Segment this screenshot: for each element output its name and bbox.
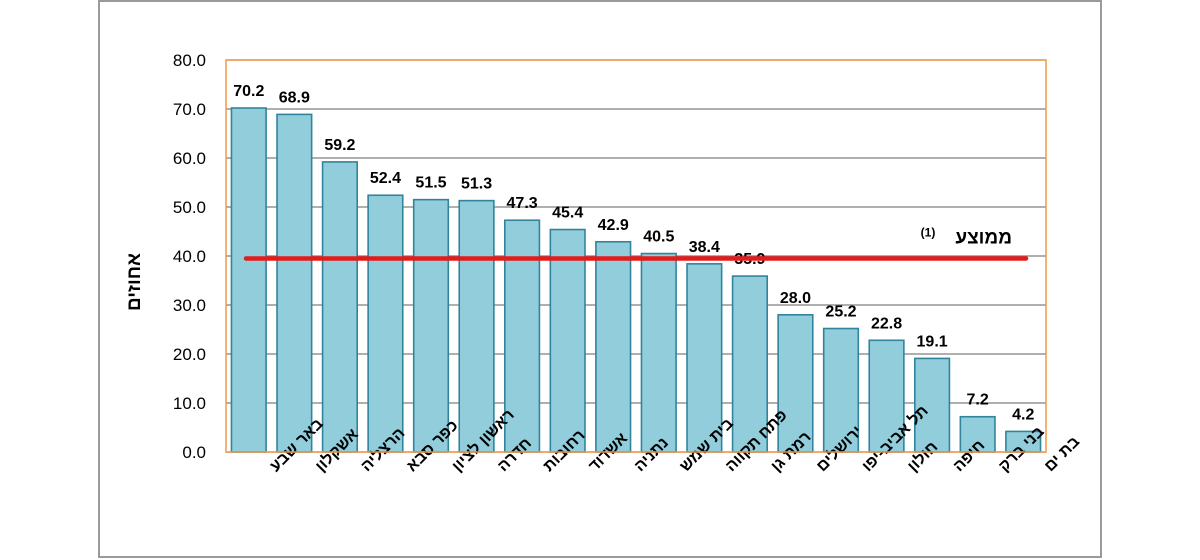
y-tick-label: 80.0 <box>173 51 206 70</box>
bar <box>276 113 313 453</box>
bar <box>230 107 267 453</box>
bar <box>367 194 404 453</box>
bar-value-label: 42.9 <box>598 217 629 234</box>
bar-value-label: 45.4 <box>552 205 583 222</box>
average-footnote: (1) <box>921 225 936 239</box>
bar-value-label: 51.5 <box>415 175 446 192</box>
y-tick-label: 30.0 <box>173 296 206 315</box>
y-tick-label: 50.0 <box>173 198 206 217</box>
bar-chart: 0.0 10.0 20.0 30.0 40.0 50.0 60.0 70.0 80.0 70.2… <box>124 51 1083 475</box>
bar-value-label: 38.4 <box>689 239 720 256</box>
y-tick-label: 10.0 <box>173 394 206 413</box>
average-group: ממוצע (1) <box>243 225 1029 261</box>
chart-frame: 0.0 10.0 20.0 30.0 40.0 50.0 60.0 70.0 80.0 70.2… <box>98 0 1102 558</box>
bar <box>640 252 677 453</box>
bar-value-label: 70.2 <box>233 83 264 100</box>
bar <box>412 198 450 453</box>
bar-value-label: 52.4 <box>370 170 401 187</box>
bar-value-label: 47.3 <box>507 195 538 212</box>
bar-value-label: 51.3 <box>461 176 492 193</box>
category-label: בת ים <box>1041 433 1083 475</box>
bar <box>458 199 495 453</box>
value-labels: 70.2 68.9 59.2 52.4 51.5 51.3 47.3 45.4 42.9 40.5… <box>233 83 1034 423</box>
bar-value-label: 59.2 <box>324 137 355 154</box>
y-tick-label: 40.0 <box>173 247 206 266</box>
y-axis-ticks: 0.0 10.0 20.0 30.0 40.0 50.0 60.0 70.0 80.0 <box>173 51 206 462</box>
bar-value-label: 68.9 <box>279 89 310 106</box>
bar <box>595 240 632 453</box>
bar <box>777 313 814 453</box>
bar <box>549 228 586 453</box>
bar-value-label: 22.8 <box>871 315 902 332</box>
bars <box>230 107 1042 453</box>
y-tick-label: 0.0 <box>182 443 206 462</box>
bar-value-label: 4.2 <box>1012 406 1034 423</box>
average-label: ממוצע <box>955 227 1012 248</box>
bar <box>321 161 358 453</box>
y-tick-label: 20.0 <box>173 345 206 364</box>
y-axis-label: אחוזים <box>124 253 145 311</box>
plot-area-border <box>225 59 1047 453</box>
bar-value-label: 25.2 <box>825 304 856 321</box>
bar-value-label: 28.0 <box>780 290 811 307</box>
bar-value-label: 7.2 <box>967 392 989 409</box>
y-tick-label: 70.0 <box>173 100 206 119</box>
y-tick-label: 60.0 <box>173 149 206 168</box>
bar-value-label: 19.1 <box>917 333 948 350</box>
bar-value-label: 40.5 <box>643 229 674 246</box>
